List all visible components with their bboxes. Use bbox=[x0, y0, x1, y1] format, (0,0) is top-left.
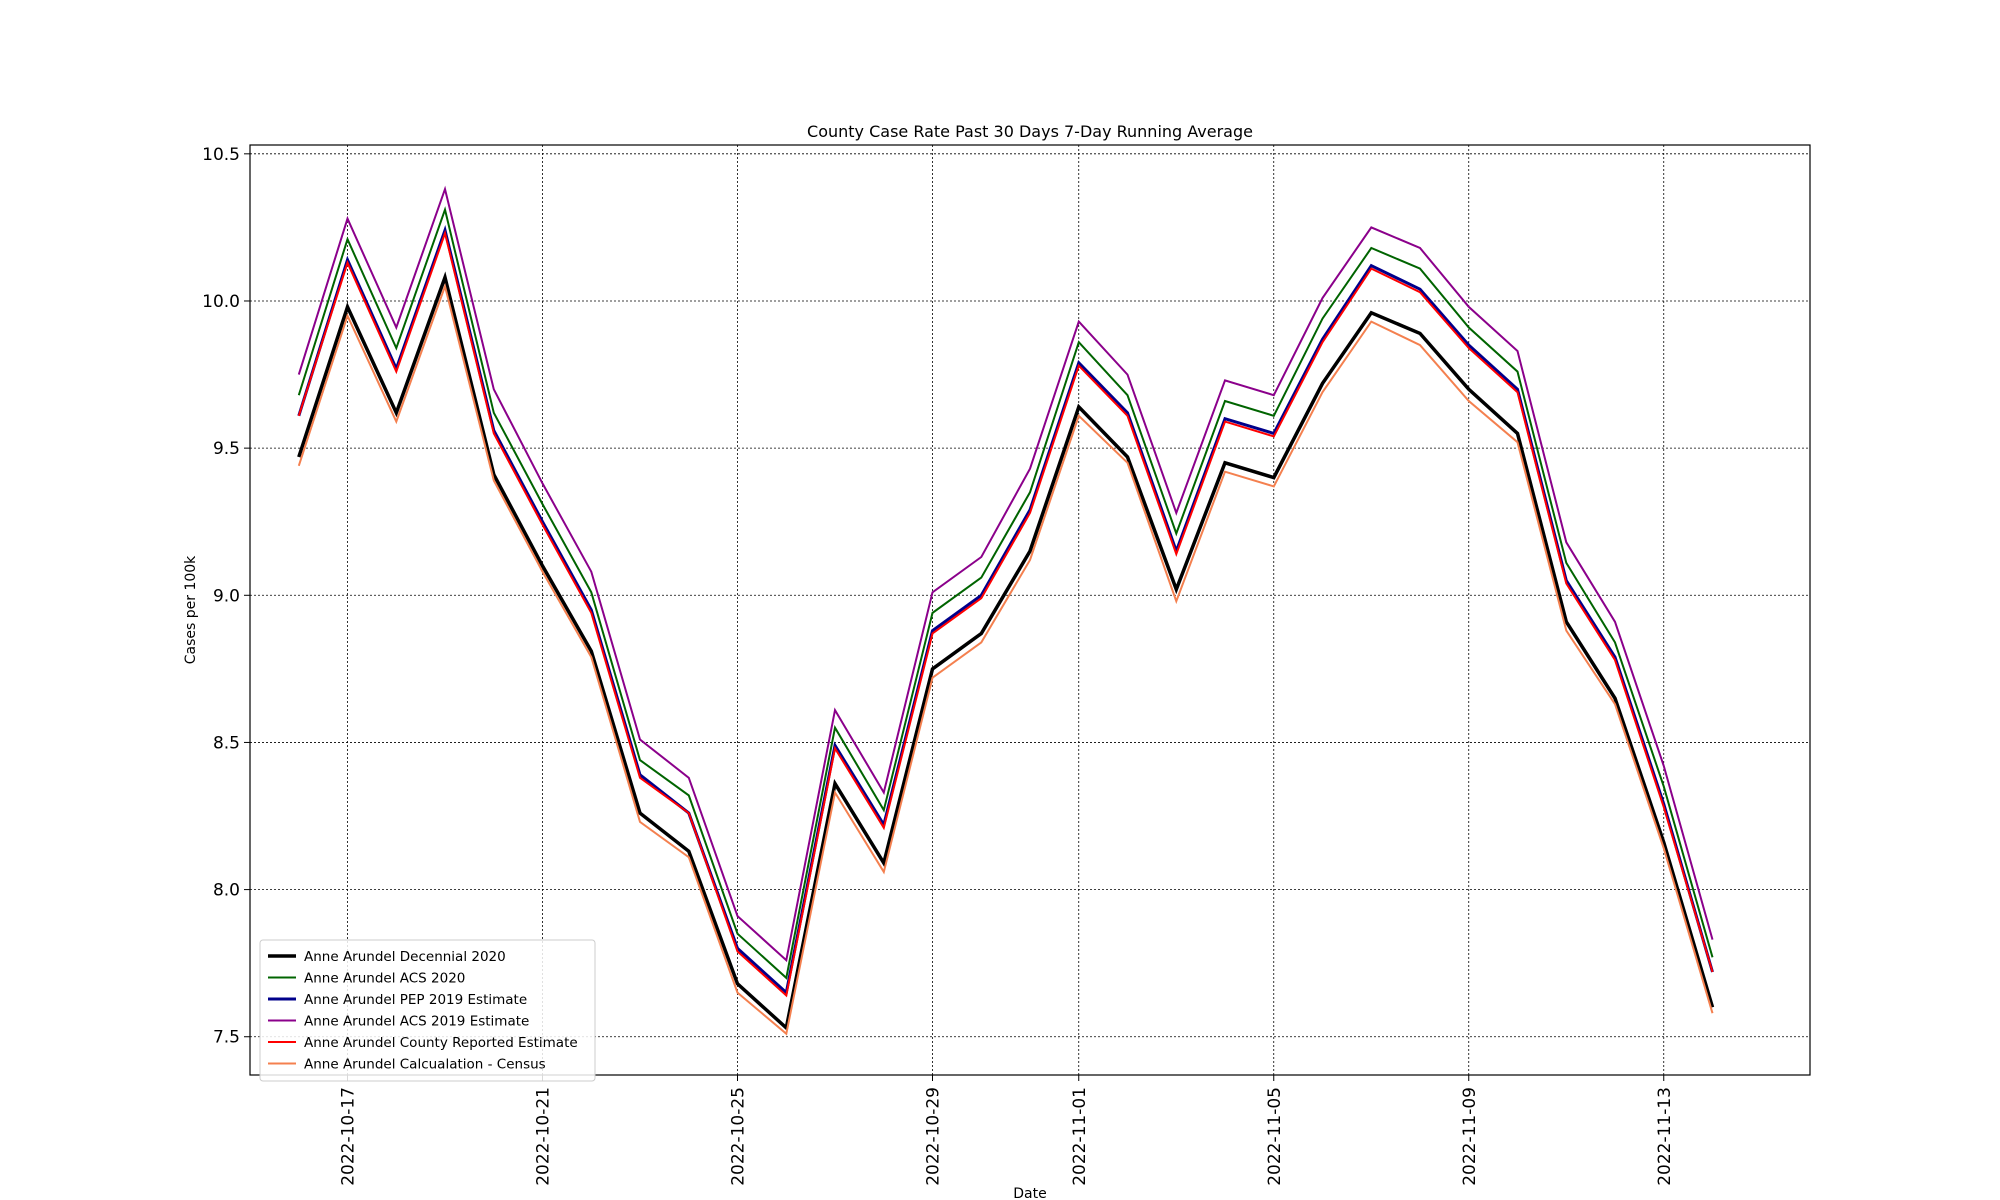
legend-entry: Anne Arundel ACS 2020 bbox=[304, 971, 465, 987]
grid-lines bbox=[250, 145, 1810, 1075]
legend-entry: Anne Arundel Decennial 2020 bbox=[304, 949, 506, 965]
legend-box bbox=[259, 939, 596, 1082]
x-tick-label: 2022-10-25 bbox=[729, 1087, 749, 1186]
x-tick-label: 2022-11-13 bbox=[1655, 1087, 1675, 1186]
series-line-3 bbox=[297, 185, 1714, 963]
x-tick-label: 2022-10-21 bbox=[534, 1087, 554, 1186]
series-lines bbox=[297, 185, 1715, 1036]
series-line-5 bbox=[297, 282, 1714, 1036]
x-tick-label: 2022-10-17 bbox=[339, 1087, 359, 1186]
y-tick-label: 9.0 bbox=[213, 586, 240, 606]
legend: Anne Arundel Decennial 2020 Anne Arundel … bbox=[259, 939, 596, 1082]
x-tick-label: 2022-11-09 bbox=[1460, 1087, 1480, 1186]
legend-entry: Anne Arundel PEP 2019 Estimate bbox=[304, 992, 527, 1008]
series-line-4 bbox=[297, 229, 1714, 998]
x-tick-label: 2022-10-29 bbox=[924, 1087, 944, 1186]
plot-frame bbox=[249, 144, 1811, 1076]
y-tick-label: 8.0 bbox=[213, 881, 240, 901]
series-line-2 bbox=[297, 225, 1714, 996]
y-tick-label: 8.5 bbox=[213, 733, 240, 753]
chart-title: County Case Rate Past 30 Days 7-Day Runn… bbox=[807, 122, 1253, 141]
series-line-0 bbox=[297, 271, 1715, 1032]
legend-entry: Anne Arundel ACS 2019 Estimate bbox=[304, 1014, 529, 1030]
y-axis-label: Cases per 100k bbox=[183, 555, 199, 664]
y-tick-label: 10.0 bbox=[202, 292, 240, 312]
legend-entry: Anne Arundel County Reported Estimate bbox=[304, 1035, 578, 1051]
series-line-1 bbox=[297, 206, 1714, 980]
x-tick-label: 2022-11-05 bbox=[1265, 1087, 1285, 1186]
y-tick-label: 10.5 bbox=[202, 145, 240, 165]
y-tick-label: 7.5 bbox=[213, 1028, 240, 1048]
x-tick-label: 2022-11-01 bbox=[1070, 1087, 1090, 1186]
y-tick-label: 9.5 bbox=[213, 439, 240, 459]
legend-entry: Anne Arundel Calcualation - Census bbox=[304, 1057, 546, 1073]
x-axis-label: Date bbox=[1013, 1186, 1046, 1200]
axis-ticks: 7.5 8.0 8.5 9.0 9.5 10.0 10.5 2022-10-17 2022-10… bbox=[202, 145, 1675, 1186]
